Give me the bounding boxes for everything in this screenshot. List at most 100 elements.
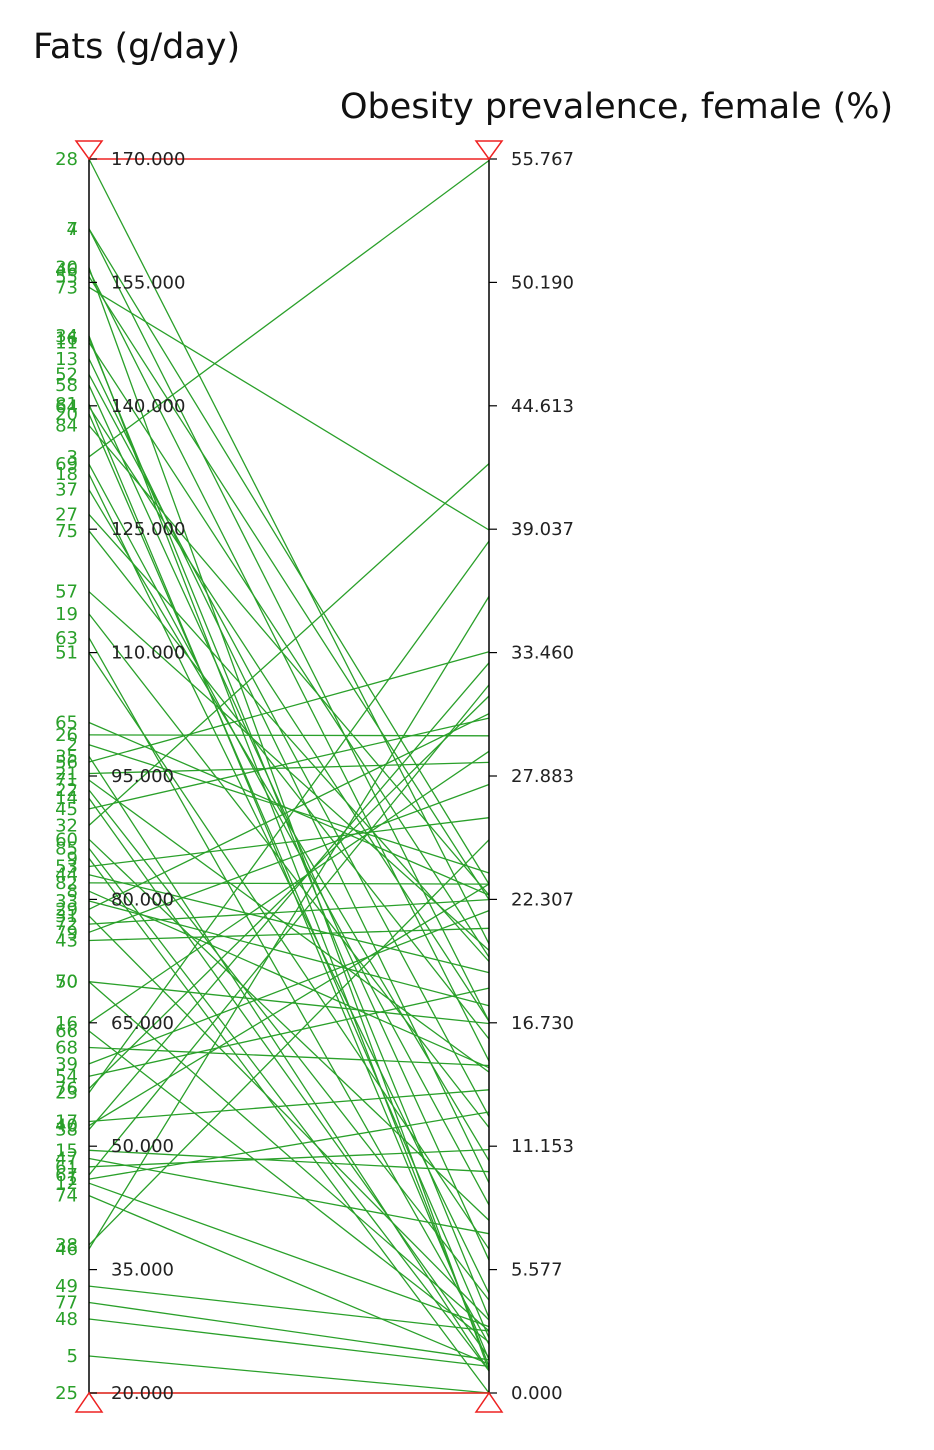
tick-label: 0.000	[511, 1383, 563, 1404]
row-label: 25	[55, 1383, 78, 1404]
row-label: 28	[55, 149, 78, 170]
data-line	[88, 717, 490, 810]
row-label: 32	[55, 815, 78, 836]
row-label: 40	[55, 1116, 78, 1137]
data-line	[88, 652, 490, 1250]
row-label: 34	[55, 326, 78, 347]
data-line	[88, 839, 490, 1246]
row-label: 9	[67, 848, 78, 869]
data-line	[88, 342, 490, 958]
row-label: 47	[55, 1149, 78, 1170]
data-line	[88, 463, 490, 826]
row-label: 53	[55, 857, 78, 878]
row-label: 11	[55, 333, 78, 354]
data-line	[88, 540, 490, 1094]
data-line	[88, 848, 490, 1372]
row-label: 43	[55, 931, 78, 952]
row-label: 68	[55, 1038, 78, 1059]
left-axis-bottom-handle[interactable]	[74, 1391, 104, 1413]
tick-label: 110.000	[111, 643, 185, 664]
row-label: 2	[67, 735, 78, 756]
data-line	[88, 1111, 490, 1180]
row-label: 52	[55, 365, 78, 386]
data-line	[88, 981, 490, 1025]
left-axis-ticks: 170.000 155.000 140.000 125.000 110.000 95.00…	[89, 149, 185, 1404]
row-label: 84	[55, 416, 78, 437]
data-line	[88, 489, 490, 1162]
data-line	[88, 596, 490, 1250]
row-label: 82	[55, 873, 78, 894]
data-line	[88, 403, 490, 1361]
data-line	[88, 335, 490, 1367]
data-line	[88, 695, 490, 1090]
row-label: 46	[55, 1239, 78, 1260]
row-label: 26	[55, 725, 78, 746]
row-label: 27	[55, 504, 78, 525]
data-line	[88, 267, 490, 1372]
tick-label: 16.730	[511, 1013, 574, 1034]
data-line	[88, 857, 490, 1394]
data-line	[88, 750, 490, 1024]
row-label: 17	[55, 1112, 78, 1133]
row-labels: 2847304655733416111352588164208436918372…	[55, 149, 78, 1404]
row-label: 77	[55, 1293, 78, 1314]
data-line	[88, 909, 490, 1065]
tick-label: 125.000	[111, 519, 185, 540]
tick-label: 39.037	[511, 519, 574, 540]
row-label: 81	[55, 394, 78, 415]
row-label: 48	[55, 1309, 78, 1330]
row-label: 1	[67, 1169, 78, 1190]
row-label: 71	[55, 770, 78, 791]
row-label: 79	[55, 922, 78, 943]
row-label: 55	[55, 267, 78, 288]
row-label: 72	[55, 914, 78, 935]
tick-label: 50.190	[511, 272, 574, 293]
data-line	[88, 651, 490, 763]
data-line	[88, 513, 490, 962]
data-line	[88, 1355, 490, 1394]
row-label: 22	[55, 780, 78, 801]
right-axis-bottom-handle[interactable]	[474, 1391, 504, 1413]
tick-label: 95.000	[111, 766, 174, 787]
data-line	[88, 1301, 490, 1361]
data-line	[88, 927, 490, 942]
data-line	[88, 338, 490, 1319]
row-label: 33	[55, 891, 78, 912]
row-label: 58	[55, 375, 78, 396]
data-line	[88, 613, 490, 1128]
row-label: 61	[55, 1157, 78, 1178]
row-label: 12	[55, 1173, 78, 1194]
left-axis-title: Fats (g/day)	[33, 27, 240, 67]
data-line	[88, 530, 490, 1040]
data-line	[88, 158, 490, 945]
range-handles[interactable]	[74, 140, 504, 1413]
row-label: 30	[55, 258, 78, 279]
tick-label: 170.000	[111, 149, 185, 170]
row-label: 20	[55, 404, 78, 425]
row-label: 67	[55, 1165, 78, 1186]
data-line	[88, 425, 490, 896]
row-label: 31	[55, 906, 78, 927]
data-line	[88, 286, 490, 531]
data-line	[88, 269, 490, 1062]
row-label: 13	[55, 349, 78, 370]
tick-label: 140.000	[111, 396, 185, 417]
left-axis-top-handle[interactable]	[74, 140, 104, 161]
data-line	[88, 882, 490, 885]
row-label: 66	[55, 1021, 78, 1042]
row-label: 60	[55, 829, 78, 850]
row-label: 8	[67, 881, 78, 902]
row-label: 63	[55, 628, 78, 649]
data-line	[88, 1030, 490, 1343]
right-axis-top-handle[interactable]	[474, 140, 504, 161]
row-label: 73	[55, 277, 78, 298]
data-line	[88, 1089, 490, 1123]
row-label: 21	[55, 764, 78, 785]
row-label: 54	[55, 1066, 78, 1087]
data-line	[88, 1046, 490, 1067]
data-line	[88, 883, 490, 1127]
tick-label: 22.307	[511, 889, 574, 910]
data-line	[88, 374, 490, 1117]
tick-label: 65.000	[111, 1013, 174, 1034]
data-line	[88, 384, 490, 1261]
